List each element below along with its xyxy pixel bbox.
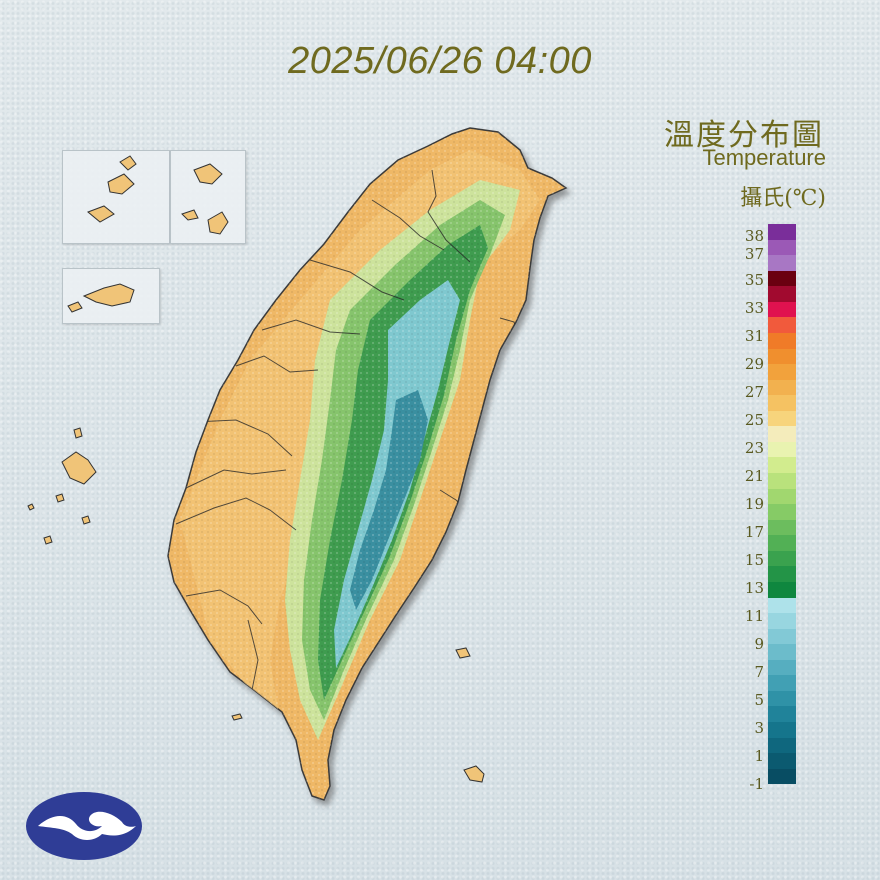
legend-color-segment — [768, 270, 796, 287]
legend-color-segment — [768, 286, 796, 302]
legend-label: 13 — [744, 579, 764, 597]
legend-label: 29 — [744, 355, 764, 373]
legend-label: 21 — [744, 467, 764, 485]
legend-color-segment — [768, 504, 796, 520]
legend-color-segment — [768, 690, 796, 707]
legend-color-segment — [768, 332, 796, 349]
legend-color-segment — [768, 753, 796, 769]
kinmen-islands — [67, 283, 135, 313]
legend-color-segment — [768, 597, 796, 614]
legend-color-segment — [768, 224, 796, 240]
legend-label: 7 — [754, 663, 764, 681]
legend-color-segment — [768, 659, 796, 676]
legend-color-segment — [768, 722, 796, 738]
legend-color-segment — [768, 737, 796, 754]
cwa-cloud-wave-icon — [26, 792, 142, 860]
legend-color-segment — [768, 364, 796, 380]
legend-color-segment — [768, 473, 796, 489]
legend-color-segment — [768, 395, 796, 411]
liuqiu-island — [231, 713, 243, 721]
legend-label: 5 — [754, 691, 764, 709]
legend-color-segment — [768, 348, 796, 365]
legend-color-segment — [768, 488, 796, 505]
legend-title-en: Temperature — [702, 145, 826, 170]
temperature-color-scale — [768, 224, 796, 785]
legend-label: 15 — [744, 551, 764, 569]
legend-label: 33 — [744, 299, 764, 317]
legend-color-segment — [768, 301, 796, 318]
legend-color-segment — [768, 379, 796, 396]
legend-label: -1 — [749, 775, 764, 793]
legend-color-segment — [768, 239, 796, 256]
legend-label: 19 — [744, 495, 764, 513]
legend-label: 17 — [744, 523, 764, 541]
legend-color-segment — [768, 675, 796, 691]
legend-color-segment — [768, 706, 796, 722]
legend-color-segment — [768, 644, 796, 660]
map-timestamp: 2025/06/26 04:00 — [288, 40, 592, 82]
legend-color-segment — [768, 628, 796, 645]
legend-color-segment — [768, 768, 796, 785]
legend-label: 9 — [754, 635, 764, 653]
legend-label: 3 — [754, 719, 764, 737]
penghu-islands — [27, 427, 97, 545]
legend-title-zh: 溫度分布圖 — [664, 118, 824, 153]
legend-label: 31 — [744, 327, 764, 345]
matsu-islands — [87, 155, 229, 235]
legend-color-segment — [768, 613, 796, 629]
legend-label: 37 — [744, 245, 764, 263]
temperature-scale-labels: 38 37 35 33 31 29 27 25 23 21 19 17 15 13 11 9 7 5 3 1 -1 — [730, 224, 766, 793]
legend-color-segment — [768, 441, 796, 458]
legend-color-segment — [768, 317, 796, 333]
legend-label: 27 — [744, 383, 764, 401]
legend-unit: 攝氏(℃) — [740, 186, 826, 211]
legend-color-segment — [768, 566, 796, 582]
legend-color-segment — [768, 410, 796, 427]
legend-color-segment — [768, 519, 796, 536]
inset-matsu-north — [62, 150, 170, 244]
legend-color-segment — [768, 457, 796, 473]
legend-label: 35 — [744, 271, 764, 289]
legend-label: 25 — [744, 411, 764, 429]
legend-color-segment — [768, 426, 796, 442]
green-island — [455, 647, 471, 659]
legend-label: 38 — [744, 227, 764, 245]
legend-color-segment — [768, 255, 796, 271]
orchid-island — [463, 765, 485, 783]
legend-color-segment — [768, 550, 796, 567]
legend-label: 23 — [744, 439, 764, 457]
legend-color-segment — [768, 535, 796, 551]
legend-color-segment — [768, 581, 796, 598]
legend-label: 1 — [754, 747, 764, 765]
legend-label: 11 — [744, 607, 764, 625]
